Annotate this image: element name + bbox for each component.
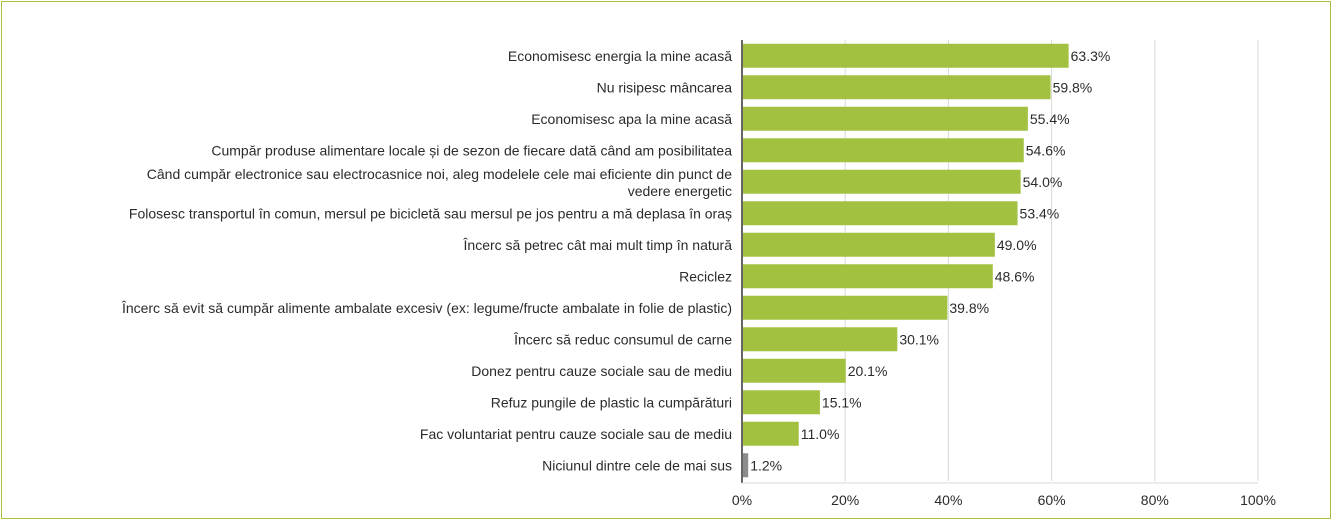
bar <box>743 232 995 257</box>
value-label: 48.6% <box>995 268 1035 284</box>
bar <box>743 295 948 320</box>
value-label: 11.0% <box>801 426 840 442</box>
value-label: 63.3% <box>1071 48 1111 64</box>
tick-label: 60% <box>1038 492 1066 508</box>
gridlines <box>844 40 1259 481</box>
category-label: Încerc să reduc consumul de carne <box>513 331 732 347</box>
tick-label: 100% <box>1240 492 1276 508</box>
category-label: Cumpăr produse alimentare locale și de s… <box>211 142 732 158</box>
bar <box>743 390 820 415</box>
tick-label: 0% <box>732 492 752 508</box>
axes <box>741 40 1258 484</box>
value-label: 53.4% <box>1020 205 1060 221</box>
value-label: 39.8% <box>949 300 989 316</box>
bar <box>743 75 1051 100</box>
tick-label: 40% <box>934 492 962 508</box>
bar <box>743 106 1028 131</box>
bar <box>743 264 993 289</box>
category-label: Nu risipesc mâncarea <box>597 79 733 95</box>
bar <box>743 201 1018 226</box>
value-labels: 63.3% 59.8% 55.4% 54.6% 54.0% 53.4% 49.0% 48.6%… <box>750 48 1110 474</box>
bar <box>743 169 1021 194</box>
category-label: Încerc să petrec cât mai mult timp în na… <box>463 237 733 253</box>
category-label: Economisesc apa la mine acasă <box>531 111 732 127</box>
value-label: 1.2% <box>750 457 782 473</box>
category-label: Folosesc transportul în comun, mersul pe… <box>129 205 732 221</box>
value-label: 54.0% <box>1023 174 1063 190</box>
category-label: vedere energetic <box>628 183 732 199</box>
category-label: Niciunul dintre cele de mai sus <box>542 457 732 473</box>
bars <box>743 43 1069 478</box>
bar <box>743 421 799 446</box>
category-label: Economisesc energia la mine acasă <box>508 48 732 64</box>
category-label: Refuz pungile de plastic la cumpărături <box>491 394 732 410</box>
bar <box>743 358 846 383</box>
value-label: 55.4% <box>1030 111 1070 127</box>
tick-label: 20% <box>831 492 859 508</box>
value-label: 30.1% <box>899 331 939 347</box>
category-label: Reciclez <box>679 268 732 284</box>
value-label: 54.6% <box>1026 142 1066 158</box>
category-labels: Economisesc energia la mine acasă Nu risi… <box>121 48 732 474</box>
bar <box>743 43 1069 68</box>
tick-label: 80% <box>1141 492 1169 508</box>
bar <box>743 327 898 352</box>
tick-labels: 0% 20% 40% 60% 80% 100% <box>732 492 1276 508</box>
category-label: Când cumpăr electronice sau electrocasni… <box>147 166 732 182</box>
bar <box>743 138 1024 163</box>
category-label: Donez pentru cauze sociale sau de mediu <box>471 363 732 379</box>
value-label: 15.1% <box>822 394 862 410</box>
value-label: 49.0% <box>997 237 1037 253</box>
category-label: Încerc să evit să cumpăr alimente ambala… <box>121 300 732 316</box>
value-label: 59.8% <box>1053 79 1093 95</box>
bar <box>743 453 749 478</box>
category-label: Fac voluntariat pentru cauze sociale sau… <box>420 426 732 442</box>
value-label: 20.1% <box>848 363 888 379</box>
